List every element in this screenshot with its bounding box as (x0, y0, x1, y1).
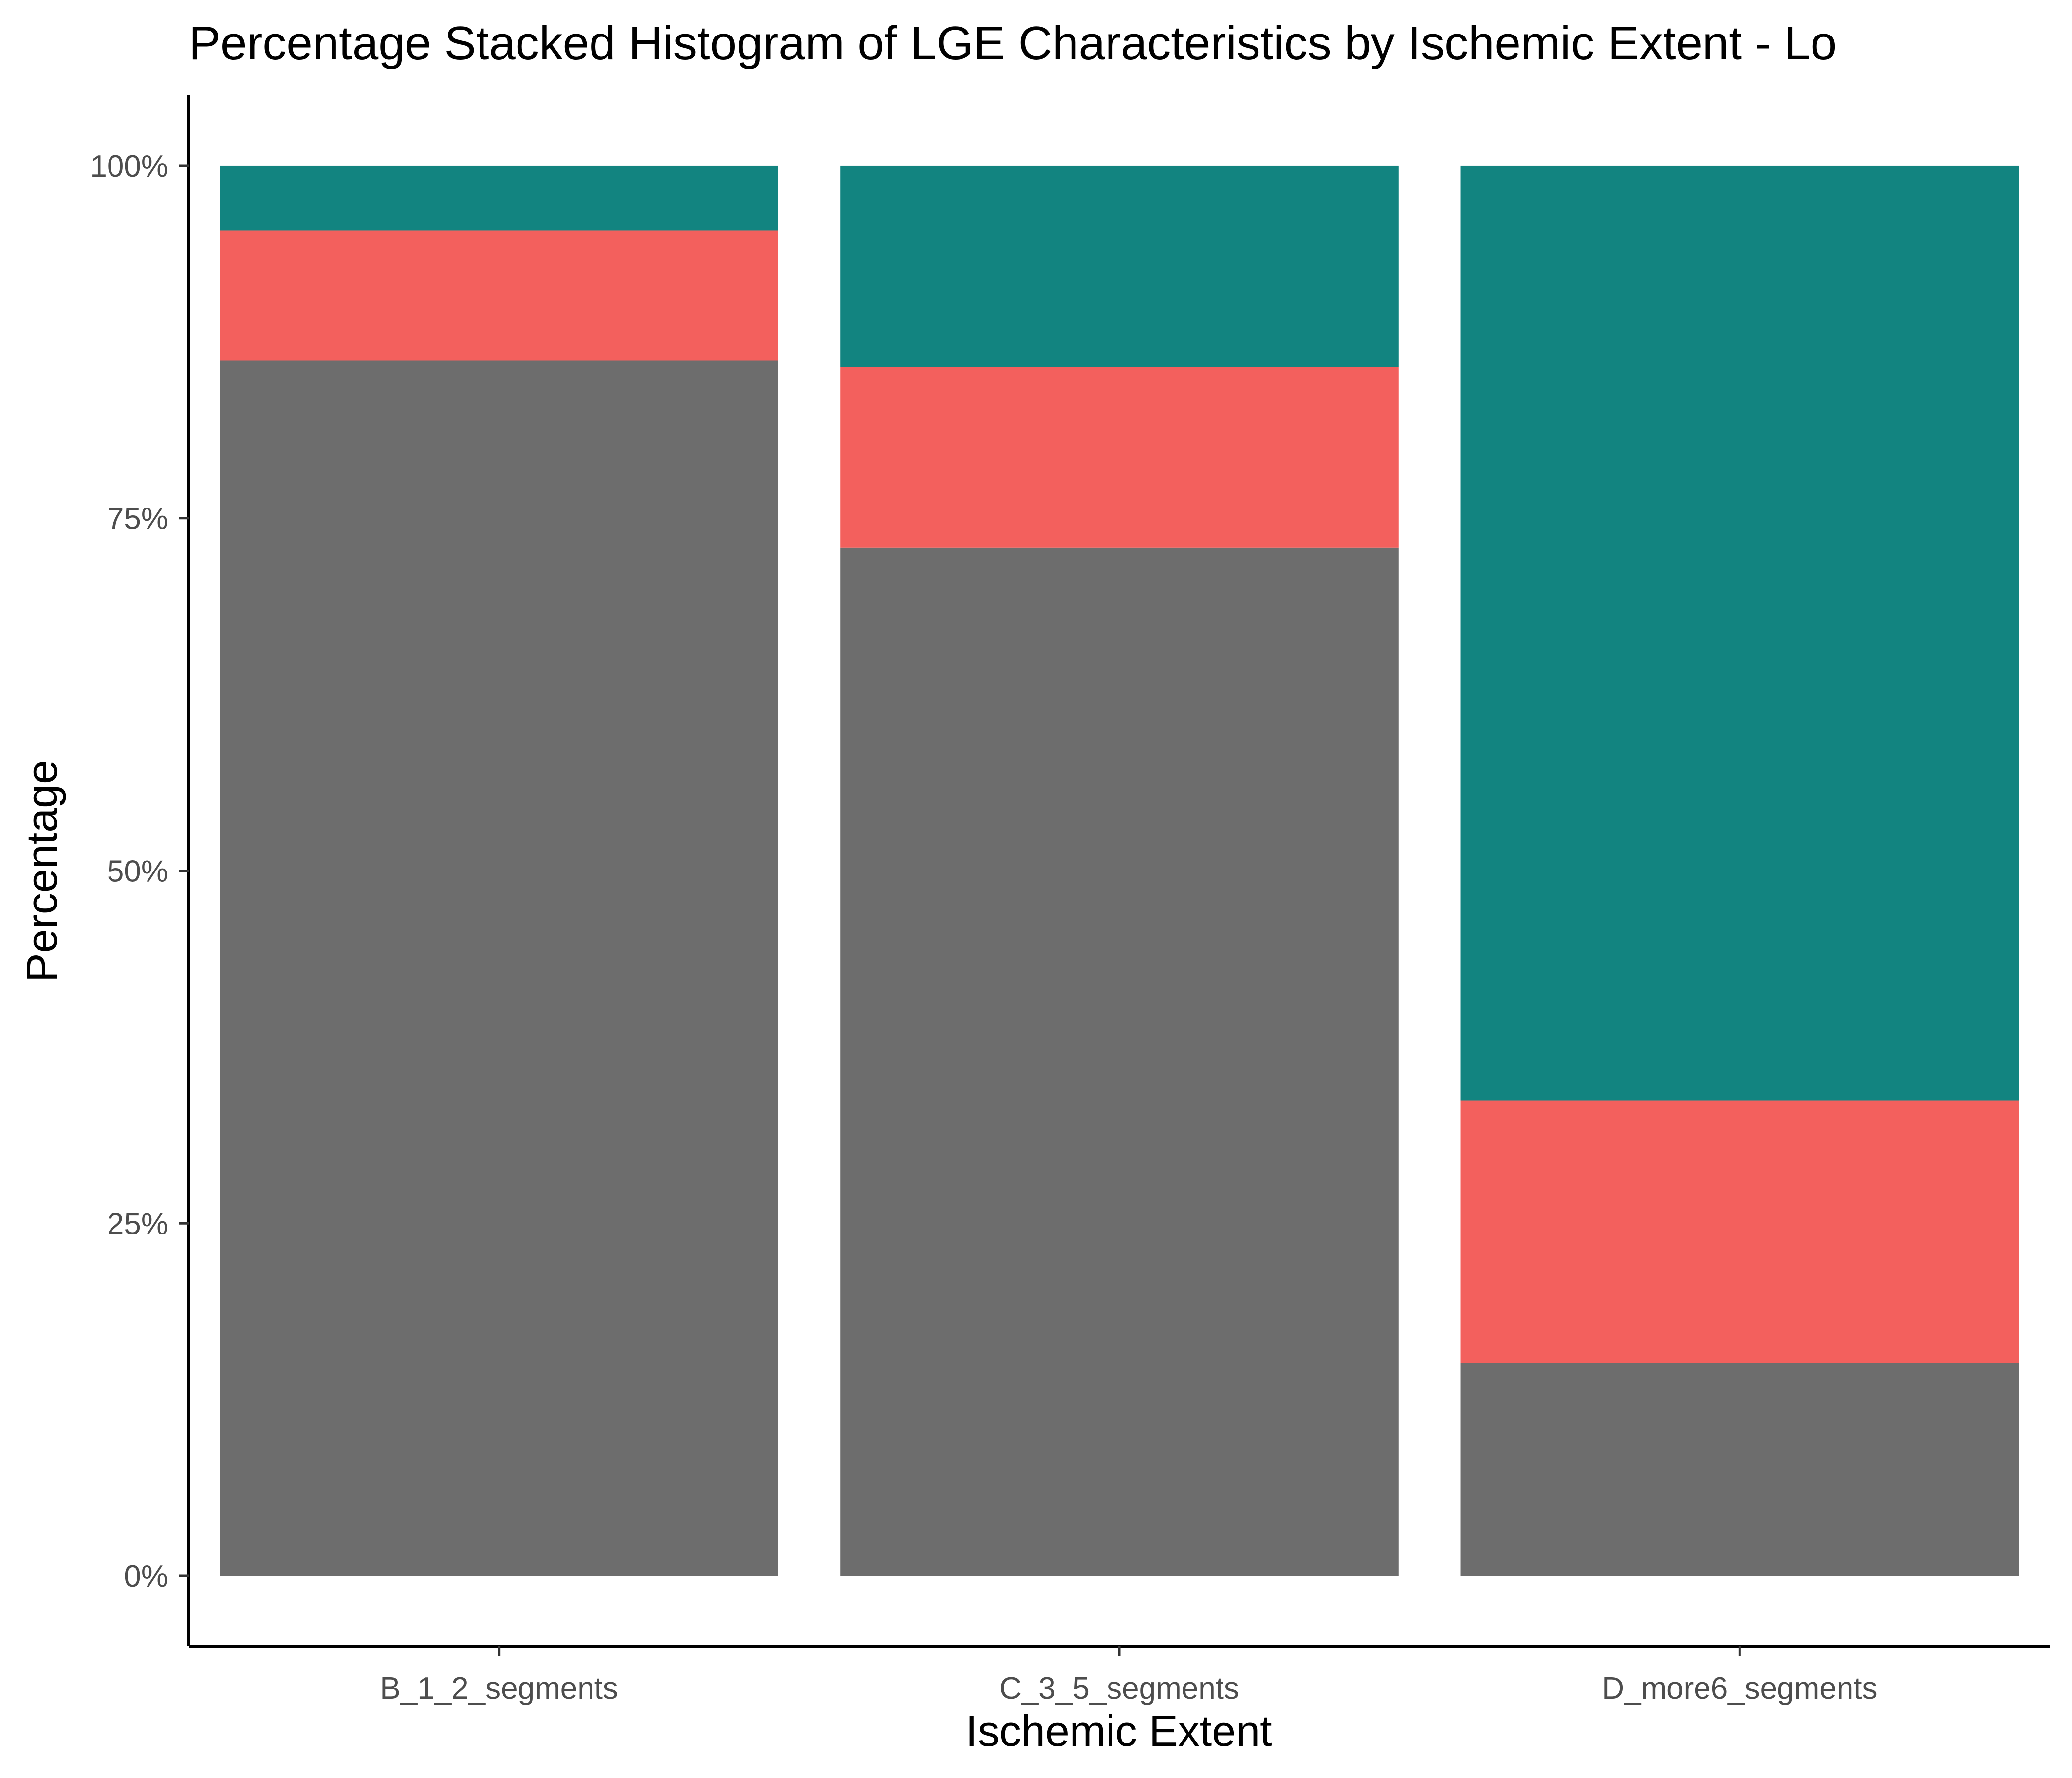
bar-segment-B_1_2_segments-teal (220, 166, 778, 231)
y-tick-label: 25% (107, 1207, 168, 1241)
x-axis-title: Ischemic Extent (965, 1706, 1272, 1755)
y-axis-title: Percentage (17, 760, 66, 982)
bar-segment-C_3_5_segments-teal (840, 166, 1399, 367)
bar-segment-B_1_2_segments-gray (220, 361, 778, 1576)
y-tick-label: 100% (90, 149, 168, 183)
chart-title: Percentage Stacked Histogram of LGE Char… (189, 17, 1837, 70)
bar-segment-D_more6_segments-teal (1461, 166, 2019, 1101)
bar-segment-C_3_5_segments-gray (840, 548, 1399, 1576)
bar-segment-D_more6_segments-gray (1461, 1363, 2019, 1576)
x-tick-label: D_more6_segments (1602, 1671, 1877, 1705)
bars-layer (220, 166, 2019, 1576)
bar-segment-D_more6_segments-red (1461, 1101, 2019, 1363)
y-tick-label: 50% (107, 855, 168, 889)
bar-segment-C_3_5_segments-red (840, 367, 1399, 548)
x-tick-label: B_1_2_segments (380, 1671, 618, 1705)
y-tick-label: 75% (107, 502, 168, 536)
bar-segment-B_1_2_segments-red (220, 230, 778, 360)
y-tick-label: 0% (124, 1560, 168, 1594)
x-tick-label: C_3_5_segments (999, 1671, 1239, 1705)
